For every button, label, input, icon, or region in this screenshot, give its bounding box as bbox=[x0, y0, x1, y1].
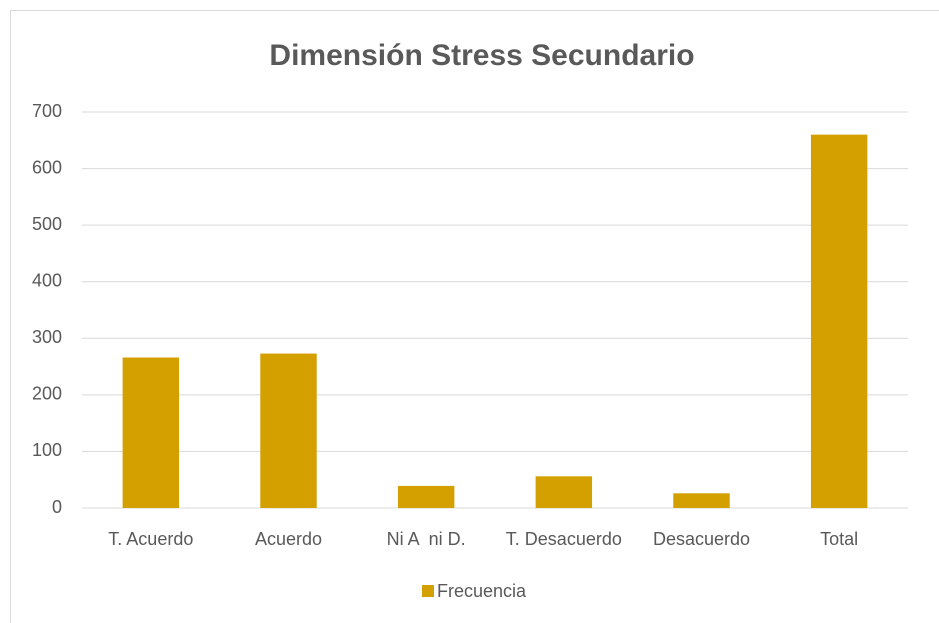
bar bbox=[122, 357, 180, 508]
x-tick-label: Acuerdo bbox=[255, 529, 322, 549]
bar bbox=[260, 353, 317, 508]
y-tick-label: 500 bbox=[32, 214, 62, 234]
y-tick-label: 400 bbox=[32, 270, 62, 290]
y-tick-label: 600 bbox=[32, 157, 62, 177]
bar bbox=[535, 476, 593, 508]
legend-swatch bbox=[422, 585, 434, 597]
bar bbox=[673, 493, 730, 508]
chart-border bbox=[10, 10, 939, 623]
y-tick-label: 0 bbox=[52, 497, 62, 517]
y-tick-label: 300 bbox=[32, 327, 62, 347]
bar bbox=[397, 485, 455, 508]
x-tick-label: Ni A ni D. bbox=[387, 529, 466, 549]
y-tick-label: 100 bbox=[32, 440, 62, 460]
x-tick-label: T. Desacuerdo bbox=[506, 529, 622, 549]
x-tick-label: Total bbox=[820, 529, 858, 549]
bar bbox=[810, 134, 868, 508]
legend-label: Frecuencia bbox=[437, 581, 527, 601]
x-tick-label: Desacuerdo bbox=[653, 529, 750, 549]
chart-title: Dimensión Stress Secundario bbox=[269, 39, 694, 72]
y-tick-label: 200 bbox=[32, 384, 62, 404]
y-tick-label: 700 bbox=[32, 101, 62, 121]
x-tick-label: T. Acuerdo bbox=[108, 529, 193, 549]
